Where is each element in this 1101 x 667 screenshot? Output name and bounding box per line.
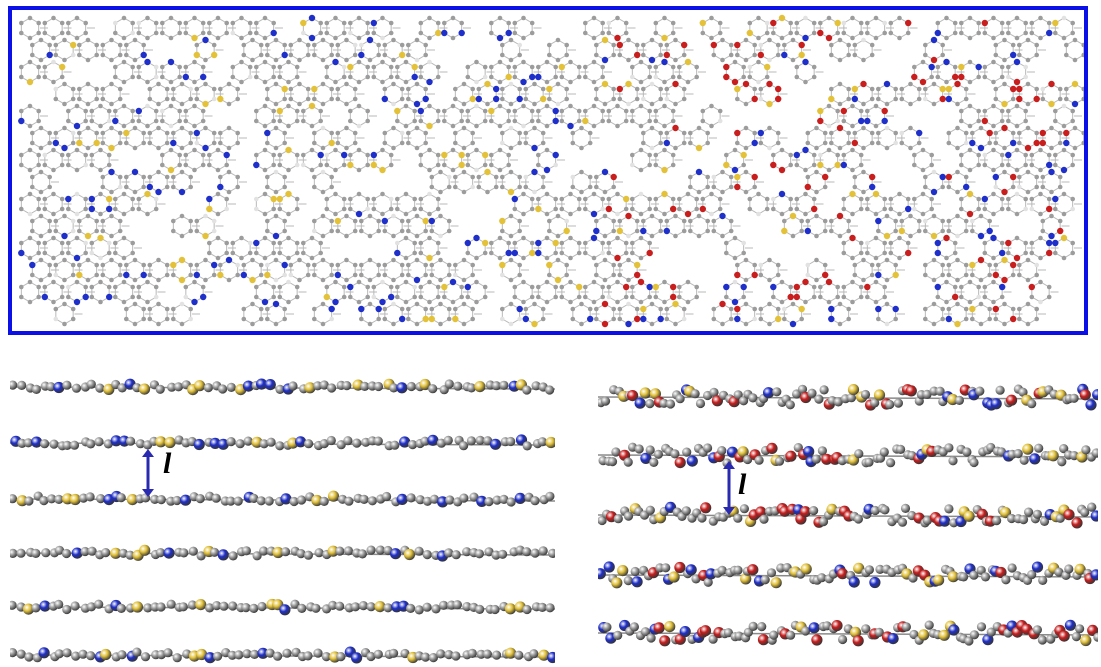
top-view-panel (8, 6, 1088, 335)
interlayer-spacing-label-left: l (163, 447, 172, 480)
right-stacked-layers-image (598, 383, 1098, 647)
left-stacked-layers-image (10, 378, 555, 664)
right-layer-stack-panel (598, 365, 1098, 665)
molecular-network-image (18, 14, 1084, 328)
interlayer-spacing-label-right: l (738, 468, 747, 501)
left-layer-stack-panel (10, 365, 555, 665)
